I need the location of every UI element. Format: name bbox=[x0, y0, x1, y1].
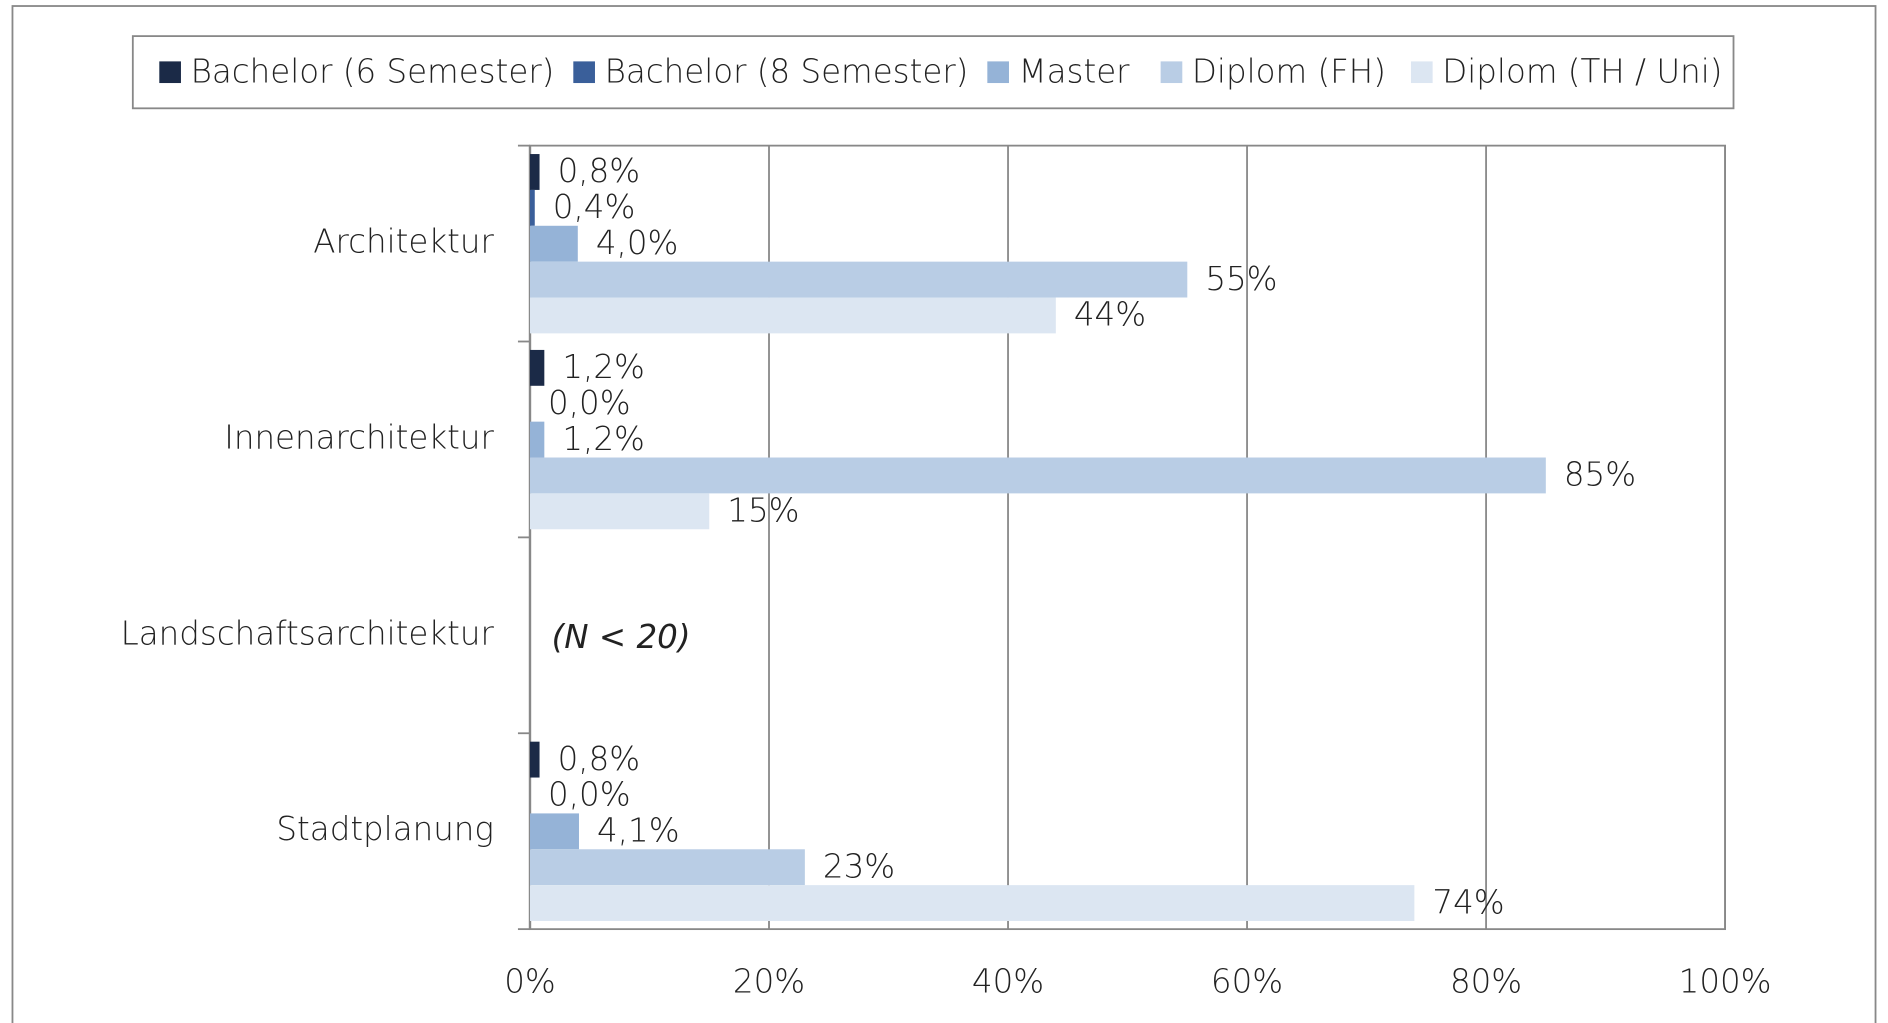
data-label: 0,8% bbox=[558, 152, 641, 190]
data-label: 4,1% bbox=[597, 812, 680, 850]
x-tick-label: 40% bbox=[972, 962, 1044, 1000]
data-label: 1,2% bbox=[562, 348, 645, 386]
bar bbox=[529, 885, 1415, 922]
data-label: 55% bbox=[1205, 260, 1277, 298]
x-tick-label: 60% bbox=[1211, 962, 1283, 1000]
bar bbox=[529, 297, 1056, 334]
data-label: 0,4% bbox=[553, 188, 636, 226]
legend-label: Master bbox=[1019, 52, 1131, 90]
data-label: 23% bbox=[823, 847, 895, 885]
legend-label: Diplom (FH) bbox=[1192, 52, 1386, 90]
legend-label: Bachelor (6 Semester) bbox=[191, 52, 555, 90]
bar bbox=[529, 421, 545, 458]
x-tick-label: 80% bbox=[1450, 962, 1522, 1000]
y-tick-label: Landschaftsarchitektur bbox=[121, 614, 495, 652]
chart-frame bbox=[11, 5, 1877, 1023]
bar bbox=[529, 349, 545, 386]
x-tick-label: 20% bbox=[733, 962, 805, 1000]
y-tick-label: Stadtplanung bbox=[276, 810, 493, 848]
bar bbox=[529, 849, 805, 886]
bar bbox=[529, 189, 535, 226]
data-label: 74% bbox=[1432, 883, 1504, 921]
y-tick-label: Architektur bbox=[313, 223, 494, 261]
legend-label: Diplom (TH / Uni) bbox=[1442, 52, 1722, 90]
legend-label: Bachelor (8 Semester) bbox=[605, 52, 969, 90]
data-label: 0,8% bbox=[558, 740, 641, 778]
bar bbox=[529, 457, 1546, 494]
bar bbox=[529, 493, 710, 530]
data-label: 0,0% bbox=[548, 776, 631, 814]
data-label: 0,0% bbox=[548, 384, 631, 422]
x-tick-label: 0% bbox=[504, 962, 556, 1000]
data-label: 4,0% bbox=[596, 224, 679, 262]
bar bbox=[529, 225, 578, 262]
x-tick-label: 100% bbox=[1679, 962, 1772, 1000]
bar bbox=[529, 154, 540, 190]
legend-swatch bbox=[1410, 61, 1433, 84]
data-label: 15% bbox=[727, 492, 799, 530]
bar bbox=[529, 261, 1188, 298]
legend-swatch bbox=[159, 61, 181, 84]
legend-swatch bbox=[573, 61, 595, 84]
y-tick-label: Innenarchitektur bbox=[224, 418, 494, 456]
legend-swatch bbox=[1160, 61, 1183, 84]
data-label: 1,2% bbox=[562, 420, 645, 458]
data-label: 85% bbox=[1564, 456, 1636, 494]
bar bbox=[529, 813, 579, 850]
annotation: (N < 20) bbox=[552, 618, 691, 656]
legend-swatch bbox=[987, 61, 1009, 84]
legend-box bbox=[131, 35, 1735, 110]
data-label: 44% bbox=[1074, 296, 1146, 334]
bar bbox=[529, 741, 540, 778]
